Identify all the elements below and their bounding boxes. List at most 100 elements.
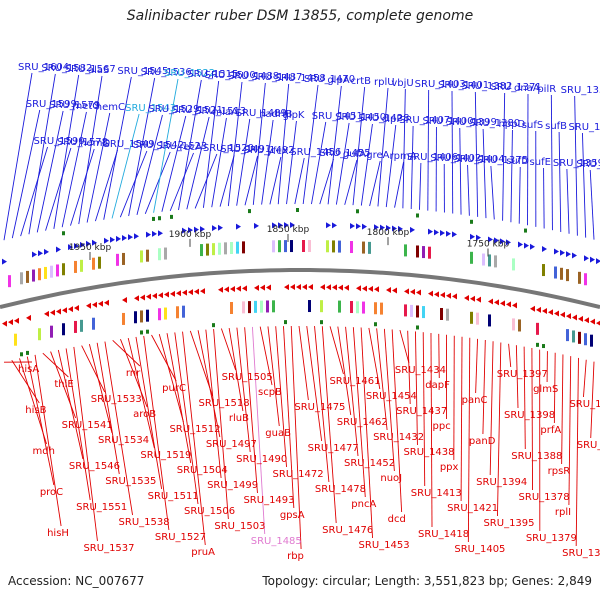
reverse-gene-arrow	[572, 314, 577, 321]
reverse-gene-arrow	[374, 286, 379, 293]
leader-line	[169, 152, 194, 212]
forward-category-block	[542, 264, 545, 277]
reverse-gene-arrow	[182, 289, 187, 296]
forward-category-block	[482, 253, 485, 266]
forward-category-block	[578, 271, 581, 284]
reverse-category-block	[158, 308, 161, 321]
reverse-gene-arrow	[194, 288, 199, 295]
forward-category-block	[74, 260, 77, 273]
forward-gene-arrow	[92, 239, 97, 246]
leader-line	[136, 114, 163, 215]
gene-label: SRU_1515	[187, 69, 238, 80]
gene-label: SRU_1372	[562, 548, 600, 559]
reverse-gene-arrow	[500, 300, 505, 307]
scale-tick-label: 1950 kbp	[69, 243, 112, 253]
gene-label: SRU_1518	[199, 398, 250, 409]
forward-marker	[152, 216, 155, 221]
leader-line	[568, 356, 572, 506]
forward-marker	[62, 231, 65, 236]
gene-label: SRU_1374	[577, 440, 600, 451]
leader-line	[430, 332, 433, 528]
gene-label: SRU_1401	[438, 80, 489, 91]
reverse-gene-arrow	[188, 289, 193, 296]
gene-label: rluB	[229, 413, 249, 424]
leader-line	[515, 345, 519, 409]
forward-gene-arrow	[134, 233, 139, 240]
gene-label: SRU_1497	[206, 439, 257, 450]
reverse-category-block	[62, 323, 65, 336]
leader-line	[135, 336, 163, 490]
gene-label: gufA	[343, 149, 366, 160]
gene-label: pruA	[191, 547, 215, 558]
leader-line	[20, 146, 48, 237]
reverse-gene-arrow	[488, 298, 493, 305]
forward-gene-arrow	[410, 226, 415, 233]
forward-category-block	[560, 267, 563, 280]
leader-line	[267, 326, 280, 427]
forward-category-block	[38, 268, 41, 281]
forward-gene-arrow	[476, 234, 481, 241]
gene-label: SRU_1523	[156, 141, 207, 152]
leader-line	[451, 90, 454, 214]
gene-label: SRU_1432	[373, 432, 424, 443]
forward-category-block	[416, 245, 419, 258]
reverse-category-block	[122, 312, 125, 325]
leader-line	[81, 345, 106, 393]
gene-label: SRU_1499	[207, 480, 258, 491]
gene-label: panC	[462, 395, 488, 406]
leader-line	[275, 326, 287, 468]
gene-label: SRU_1503	[214, 521, 265, 532]
leader-line	[151, 334, 177, 382]
gene-label: dnaA	[514, 83, 540, 94]
genome-backbone	[0, 268, 600, 310]
gene-label: SRU_1485	[251, 536, 302, 547]
forward-category-block	[230, 241, 233, 254]
forward-gene-arrow	[86, 240, 91, 247]
leader-line	[227, 81, 243, 207]
gene-label: SRU_1522	[164, 68, 215, 79]
forward-category-block	[224, 242, 227, 255]
reverse-marker	[212, 323, 215, 328]
gene-label: rbp	[287, 551, 304, 562]
reverse-gene-arrow	[392, 287, 397, 294]
leader-line	[236, 327, 251, 453]
leader-line	[360, 123, 373, 206]
gene-label: SRU_1477	[308, 443, 359, 454]
forward-category-block	[326, 240, 329, 253]
gene-label: SRU_1462	[337, 417, 388, 428]
forward-category-block	[368, 241, 371, 254]
gene-label: dcd	[388, 514, 406, 525]
forward-gene-arrow	[272, 222, 277, 229]
forward-marker	[356, 209, 359, 214]
leader-line	[11, 109, 41, 239]
forward-gene-arrow	[356, 223, 361, 230]
leader-line	[228, 327, 244, 412]
leader-line	[583, 359, 587, 398]
gene-label: SRU_1413	[411, 488, 462, 499]
leader-line	[510, 129, 513, 223]
gene-label: SRU_1551	[76, 502, 127, 513]
gene-label: SRU_1541	[62, 420, 113, 431]
reverse-category-block	[92, 317, 95, 330]
forward-gene-arrow	[254, 222, 259, 229]
forward-category-block	[146, 249, 149, 262]
reverse-category-block	[164, 307, 167, 320]
reverse-gene-arrow	[98, 300, 103, 307]
reverse-gene-arrow	[320, 284, 325, 291]
reverse-gene-arrow	[68, 306, 73, 313]
leader-line	[319, 158, 334, 205]
leader-line	[474, 91, 479, 217]
gene-label: mdh	[33, 446, 55, 457]
gene-label: SRU_1461	[329, 376, 380, 387]
reverse-gene-arrow	[464, 294, 469, 301]
gene-label: SRU_1489	[236, 108, 287, 119]
reverse-category-block	[176, 306, 179, 319]
forward-category-block	[236, 241, 239, 254]
reverse-marker	[536, 342, 539, 347]
leader-line	[286, 120, 297, 205]
gene-label: hemC	[96, 102, 125, 113]
forward-gene-arrow	[194, 226, 199, 233]
forward-category-block	[284, 240, 287, 253]
reverse-category-block	[590, 334, 593, 347]
reverse-gene-arrow	[362, 285, 367, 292]
